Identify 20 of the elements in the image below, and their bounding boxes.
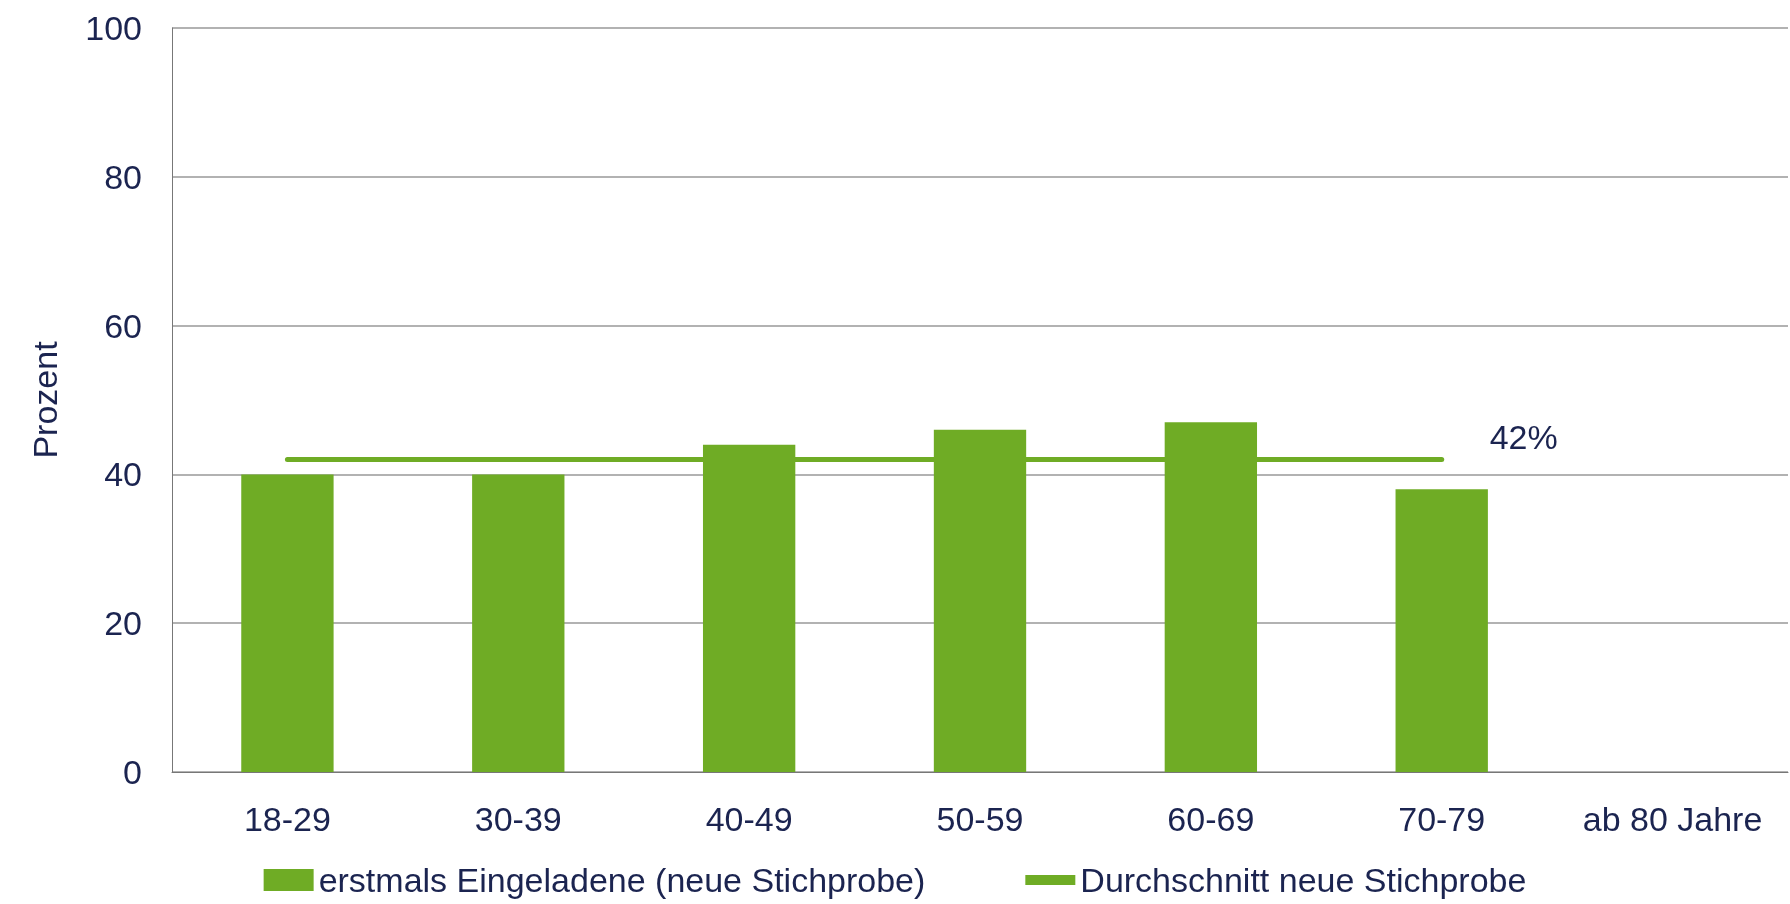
x-tick-label: ab 80 Jahre (1582, 800, 1763, 838)
legend-label: erstmals Eingeladene (neue Stichprobe) (318, 861, 926, 899)
y-tick-label: 80 (104, 157, 142, 196)
y-tick-label: 100 (85, 9, 142, 47)
legend-label: Durchschnitt neue Stichprobe (1080, 861, 1527, 899)
x-tick-label: 30-39 (474, 800, 562, 838)
x-tick-label: 18-29 (243, 800, 331, 838)
x-tick-label: 70-79 (1398, 800, 1486, 838)
y-tick-label: 60 (104, 306, 142, 345)
y-tick-label: 0 (123, 753, 142, 791)
y-axis-title: Prozent (26, 340, 64, 459)
bar (472, 474, 565, 772)
x-tick-label: 60-69 (1167, 800, 1255, 838)
annotation: 42% (1489, 417, 1558, 456)
bar (1395, 489, 1488, 772)
x-tick-label: 50-59 (936, 800, 1024, 838)
bar (241, 474, 334, 772)
y-tick-label: 20 (104, 604, 142, 643)
y-tick-label: 40 (104, 455, 142, 494)
x-tick-label: 40-49 (705, 800, 793, 838)
